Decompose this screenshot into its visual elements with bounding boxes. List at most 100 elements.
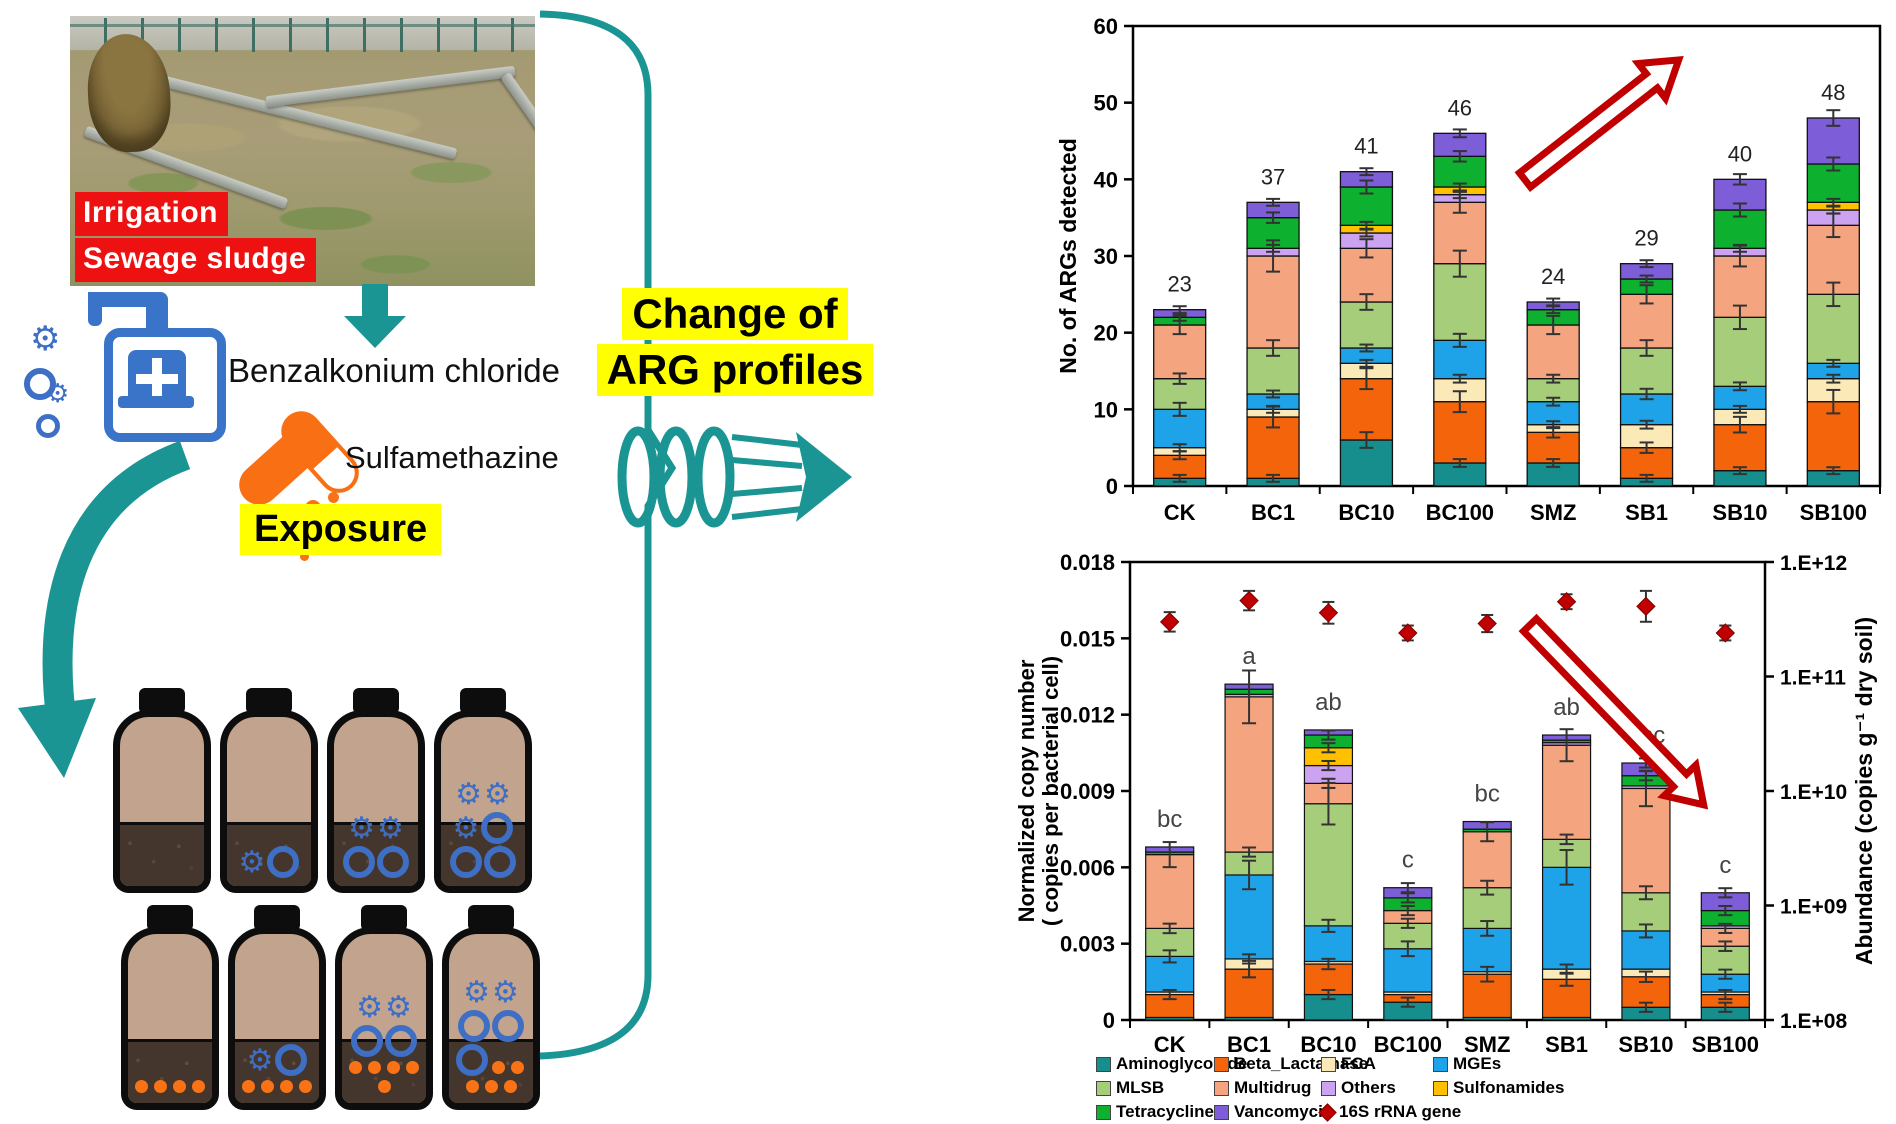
headline: Change of ARG profiles (575, 288, 895, 396)
exposure-label: Exposure (240, 504, 442, 555)
bottle: ⚙ ⚙ (334, 905, 434, 1110)
rrna-diamond-marker (1239, 590, 1259, 611)
chart-text: c (1719, 852, 1731, 879)
chart-text: 30 (1094, 244, 1118, 269)
bottle: ⚙ ⚙ ⚙ (433, 688, 533, 893)
chart-text: bc (1475, 781, 1500, 808)
bottle-cap (353, 688, 399, 714)
chart-text: SMZ (1464, 1032, 1510, 1057)
chart-text: a (1242, 643, 1256, 670)
chart-text: 1.E+10 (1780, 781, 1847, 804)
chart-text: 0 (1103, 1008, 1115, 1033)
chart-text: 0.009 (1060, 779, 1115, 804)
chart-text: BC10 (1338, 500, 1394, 525)
bottle-cap (254, 905, 300, 931)
bottle-cap (361, 905, 407, 931)
down-arrow-icon (344, 284, 406, 348)
smz-dot-icon (465, 1080, 479, 1093)
legend-swatch (1214, 1104, 1229, 1120)
bc-gear-icon: ⚙ (455, 778, 482, 811)
chart-legend: Aminoglycoside Beta_Lactamase FCA MGEs MLSB M… (1096, 1052, 1656, 1124)
bc-gear-icon: ⚙ (385, 991, 412, 1024)
chart-text: BC100 (1426, 500, 1494, 525)
smz-dot-icon (492, 1061, 505, 1074)
chart-text: SB1 (1545, 1032, 1588, 1057)
legend-swatch (1214, 1080, 1229, 1096)
legend-label: 16S rRNA gene (1339, 1102, 1462, 1121)
chart-text: 0.003 (1060, 932, 1115, 957)
legend-item-vancomycin: Vancomycin (1214, 1102, 1333, 1122)
bc-gear-icon: ⚙ (377, 812, 404, 845)
chart-text: BC1 (1227, 1032, 1271, 1057)
left-axis-title: Normalized copy number( copies per bacte… (1014, 656, 1063, 926)
bc-ring-icon (450, 846, 482, 878)
legend-item-others: Others (1321, 1078, 1433, 1098)
smz-dot-icon (349, 1061, 362, 1074)
chart-text: 10 (1094, 397, 1118, 422)
chart-text: 40 (1094, 167, 1118, 192)
irrigation-label: Irrigation (75, 192, 229, 236)
chart-text: ab (1553, 694, 1580, 721)
smz-dot-icon (173, 1080, 186, 1093)
bottle-cap (246, 688, 292, 714)
rrna-diamond-marker (1477, 613, 1497, 634)
chart-text: 1.E+09 (1780, 896, 1847, 919)
spill-dot (328, 492, 339, 503)
bottle-body: ⚙ ⚙ (327, 710, 425, 893)
chart-text: 37 (1261, 164, 1285, 189)
legend-swatch (1096, 1080, 1111, 1096)
chart-text: BC100 (1374, 1032, 1442, 1057)
bottle (120, 905, 220, 1110)
chart-text: SB1 (1625, 500, 1668, 525)
legend-label: Vancomycin (1234, 1102, 1334, 1121)
chart-text: No. of ARGs detected (1055, 138, 1081, 374)
chart-text: 1.E+11 (1780, 667, 1846, 690)
rrna-diamond-marker (1636, 596, 1656, 617)
smz-dot-icon (406, 1061, 419, 1074)
legend-item-sulfonamides: Sulfonamides (1433, 1078, 1656, 1098)
molecule-ring-icon (24, 368, 56, 400)
bottle: ⚙ (219, 688, 319, 893)
smz-dot-icon (511, 1061, 524, 1074)
bc-ring-icon (484, 846, 516, 878)
chart-text: 60 (1094, 14, 1118, 39)
chart-text: 23 (1167, 272, 1191, 297)
rrna-diamond-marker (1159, 612, 1180, 632)
legend-item-16s-rrna-gene: 16S rRNA gene (1318, 1102, 1461, 1122)
chart-text: SB10 (1712, 500, 1767, 525)
bc-ring-icon (377, 846, 409, 878)
right-axis-title: Abundance (copies g⁻¹ dry soil) (1851, 617, 1877, 965)
chart-text: SMZ (1530, 500, 1576, 525)
bc-gear-icon: ⚙ (452, 812, 480, 845)
bottle-body: ⚙ ⚙ (335, 927, 433, 1110)
chart-text: 40 (1728, 141, 1752, 166)
rrna-diamond-marker (1318, 603, 1339, 623)
collector-bracket (539, 10, 852, 1060)
smz-dot-icon (503, 1080, 517, 1093)
chart-text: 50 (1094, 91, 1118, 116)
smz-dot-icon (484, 1080, 498, 1093)
smz-dot-icon (368, 1061, 381, 1074)
dispenser-bottle-icon (104, 328, 226, 442)
bc-gear-icon: ⚙ (463, 976, 490, 1009)
bc-gear-icon: ⚙ (348, 812, 375, 845)
bottle-body (113, 710, 211, 893)
smz-dot-icon (299, 1080, 312, 1093)
trend-arrow (1514, 55, 1684, 193)
plot-frame (1131, 24, 1882, 488)
chart-text: bc (1157, 806, 1182, 833)
bc-ring-icon (481, 812, 514, 844)
legend-swatch (1096, 1056, 1111, 1072)
dispenser-pump-tip-icon (88, 292, 102, 326)
molecule-ring-icon (36, 414, 60, 438)
chart-text: 0.018 (1060, 550, 1115, 575)
bottle: ⚙ ⚙ (326, 688, 426, 893)
chart-text: c (1402, 847, 1414, 874)
smz-dot-icon (192, 1080, 205, 1093)
smz-dot-icon (377, 1080, 391, 1093)
bottle-body: ⚙ ⚙ ⚙ (434, 710, 532, 893)
chart-text: SB100 (1800, 500, 1867, 525)
legend-swatch (1214, 1056, 1229, 1072)
bottle: ⚙ (227, 905, 327, 1110)
legend-label: Sulfonamides (1453, 1078, 1565, 1097)
